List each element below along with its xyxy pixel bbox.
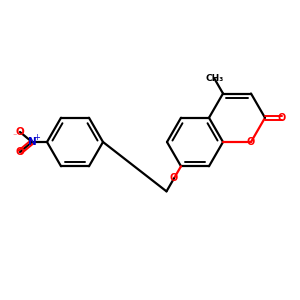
Text: N: N [28, 137, 36, 147]
Text: O: O [16, 127, 24, 137]
Text: O: O [278, 113, 286, 123]
Text: O: O [170, 173, 178, 183]
Text: CH₃: CH₃ [206, 74, 224, 83]
Text: +: + [34, 133, 40, 142]
Text: O: O [16, 147, 24, 157]
Text: O: O [247, 137, 255, 147]
Text: ⁻: ⁻ [13, 131, 17, 140]
